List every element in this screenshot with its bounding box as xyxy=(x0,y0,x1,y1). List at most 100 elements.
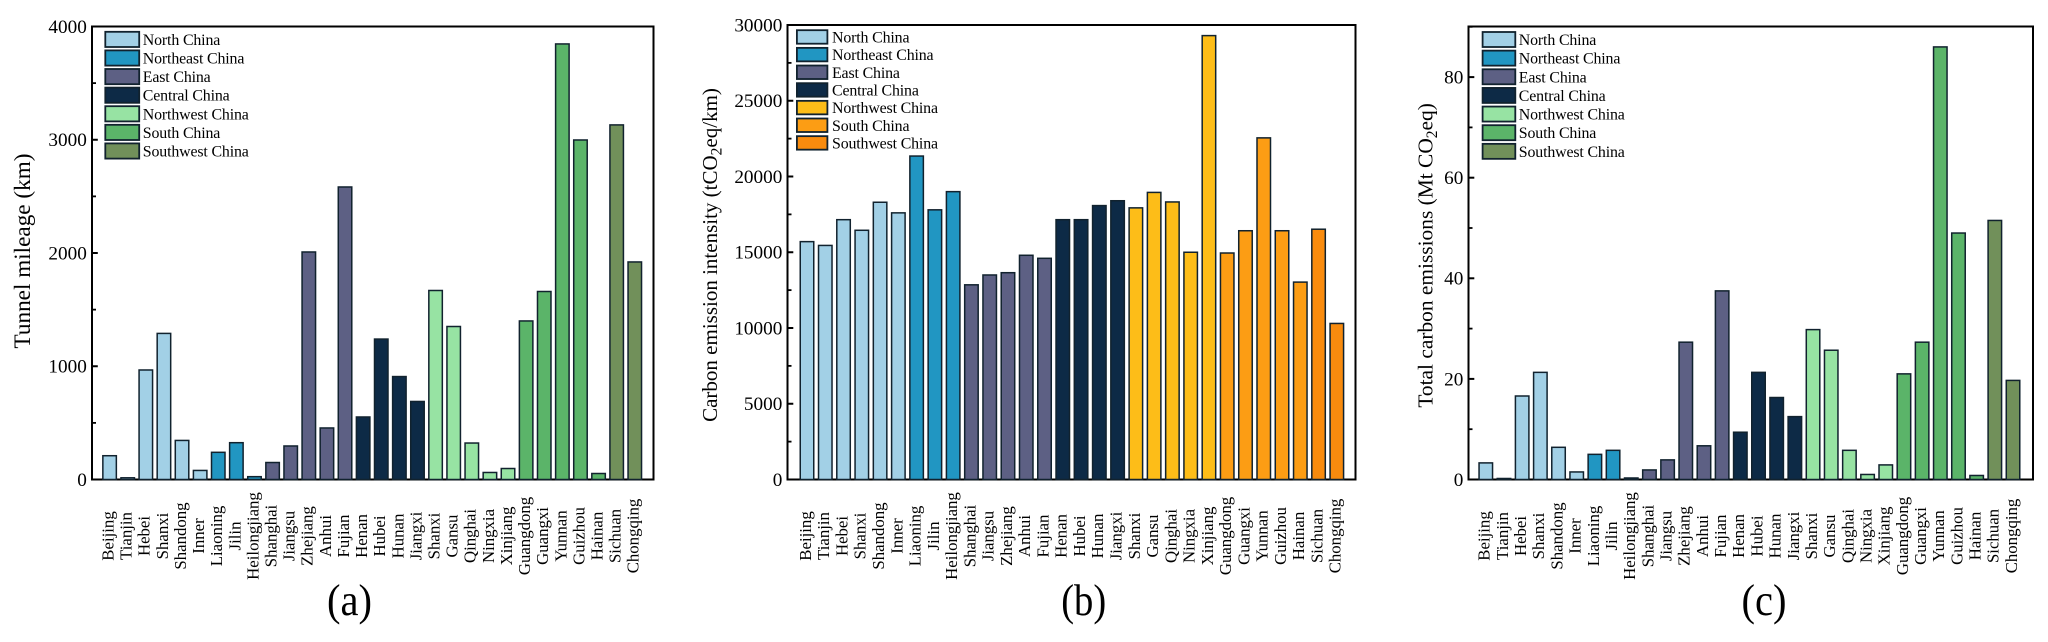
svg-text:Heilongjiang: Heilongjiang xyxy=(942,492,961,580)
svg-text:Henan: Henan xyxy=(1729,513,1748,557)
svg-text:Shanghai: Shanghai xyxy=(261,504,280,567)
svg-text:Hainan: Hainan xyxy=(587,511,606,560)
svg-text:North China: North China xyxy=(832,29,909,46)
svg-text:Liaoning: Liaoning xyxy=(906,505,925,566)
svg-text:4000: 4000 xyxy=(48,17,86,38)
svg-text:Qinghai: Qinghai xyxy=(461,509,480,563)
svg-text:Hunan: Hunan xyxy=(388,513,407,558)
svg-text:Ningxia: Ningxia xyxy=(479,508,498,563)
svg-text:3000: 3000 xyxy=(48,130,86,151)
svg-text:Shandong: Shandong xyxy=(171,502,190,570)
svg-text:30000: 30000 xyxy=(734,15,782,36)
svg-text:Central China: Central China xyxy=(143,88,230,105)
svg-text:Chongqing: Chongqing xyxy=(2002,498,2021,573)
svg-text:Jiangxi: Jiangxi xyxy=(1784,511,1803,560)
svg-text:Gansu: Gansu xyxy=(1143,514,1162,557)
svg-text:Yunnan: Yunnan xyxy=(551,510,570,562)
svg-text:Northwest China: Northwest China xyxy=(1519,107,1625,124)
svg-text:Jilin: Jilin xyxy=(924,521,943,551)
svg-text:South China: South China xyxy=(143,125,220,142)
svg-text:Total carbon emissions (Mt CO2: Total carbon emissions (Mt CO2eq) xyxy=(1414,103,1442,408)
svg-text:Jilin: Jilin xyxy=(1602,521,1621,551)
svg-text:Jiangsu: Jiangsu xyxy=(979,510,998,561)
svg-text:Beijing: Beijing xyxy=(99,511,118,561)
svg-text:25000: 25000 xyxy=(734,91,782,112)
svg-text:Northeast China: Northeast China xyxy=(143,51,245,68)
svg-text:Guangdong: Guangdong xyxy=(515,496,534,575)
svg-text:Henan: Henan xyxy=(352,513,371,557)
svg-text:Liaoning: Liaoning xyxy=(207,505,226,566)
svg-text:Shanxi: Shanxi xyxy=(153,512,172,559)
svg-text:(b): (b) xyxy=(1061,576,1106,625)
svg-text:Anhui: Anhui xyxy=(316,515,335,557)
svg-text:0: 0 xyxy=(77,470,87,491)
svg-text:1000: 1000 xyxy=(48,357,86,378)
svg-text:Shanxi: Shanxi xyxy=(1802,512,1821,559)
svg-text:Qinghai: Qinghai xyxy=(1161,509,1180,563)
svg-text:Beijing: Beijing xyxy=(796,511,815,561)
svg-text:Xinjiang: Xinjiang xyxy=(1198,506,1217,565)
svg-text:5000: 5000 xyxy=(744,394,782,415)
svg-text:North China: North China xyxy=(143,32,220,49)
svg-text:Liaoning: Liaoning xyxy=(1584,505,1603,566)
svg-text:Guangxi: Guangxi xyxy=(533,507,552,565)
svg-text:Anhui: Anhui xyxy=(1015,515,1034,557)
svg-text:North China: North China xyxy=(1519,32,1596,49)
svg-text:South China: South China xyxy=(1519,125,1596,142)
svg-text:Inner: Inner xyxy=(1566,518,1585,554)
svg-text:0: 0 xyxy=(773,470,783,491)
svg-text:60: 60 xyxy=(1444,168,1463,189)
svg-text:Xinjiang: Xinjiang xyxy=(497,506,516,565)
svg-text:Shanghai: Shanghai xyxy=(960,504,979,567)
svg-text:Carbon emission intensity (tCO: Carbon emission intensity (tCO2eq/km) xyxy=(698,88,726,422)
svg-text:Hubei: Hubei xyxy=(1747,515,1766,556)
svg-text:Anhui: Anhui xyxy=(1693,515,1712,557)
svg-text:Hunan: Hunan xyxy=(1766,513,1785,558)
svg-text:Jiangsu: Jiangsu xyxy=(280,510,299,561)
svg-text:Shandong: Shandong xyxy=(869,502,888,570)
svg-text:Central China: Central China xyxy=(832,82,919,99)
svg-text:Southwest China: Southwest China xyxy=(143,144,249,161)
svg-text:80: 80 xyxy=(1444,68,1463,89)
svg-text:Shanxi: Shanxi xyxy=(424,512,443,559)
svg-text:Xinjiang: Xinjiang xyxy=(1875,506,1894,565)
svg-text:20000: 20000 xyxy=(734,167,782,188)
svg-text:East China: East China xyxy=(832,65,900,82)
svg-text:10000: 10000 xyxy=(734,318,782,339)
svg-text:South China: South China xyxy=(832,118,909,135)
svg-text:15000: 15000 xyxy=(734,243,782,264)
svg-text:Gansu: Gansu xyxy=(443,514,462,557)
svg-text:(c): (c) xyxy=(1742,576,1787,625)
svg-text:Tianjin: Tianjin xyxy=(814,511,833,559)
svg-text:Ningxia: Ningxia xyxy=(1856,508,1875,563)
svg-text:Inner: Inner xyxy=(887,518,906,554)
svg-text:Sichuan: Sichuan xyxy=(1984,508,2003,563)
svg-text:Tunnel mileage (km): Tunnel mileage (km) xyxy=(10,154,36,349)
svg-text:Zhejiang: Zhejiang xyxy=(1675,506,1694,566)
svg-text:Ningxia: Ningxia xyxy=(1180,508,1199,563)
svg-text:East China: East China xyxy=(1519,69,1587,86)
svg-text:Guangdong: Guangdong xyxy=(1893,496,1912,575)
svg-text:Tianjin: Tianjin xyxy=(117,511,136,559)
svg-text:Tianjin: Tianjin xyxy=(1493,511,1512,559)
svg-text:Heilongjiang: Heilongjiang xyxy=(1620,492,1639,580)
svg-text:Guizhou: Guizhou xyxy=(569,506,588,564)
svg-text:Guizhou: Guizhou xyxy=(1947,506,1966,564)
svg-text:Fujian: Fujian xyxy=(334,514,353,557)
svg-text:Guangdong: Guangdong xyxy=(1216,496,1235,575)
svg-text:(a): (a) xyxy=(327,576,372,625)
svg-text:Yunnan: Yunnan xyxy=(1929,510,1948,562)
svg-text:Hebei: Hebei xyxy=(135,516,154,556)
svg-text:Hunan: Hunan xyxy=(1088,513,1107,558)
svg-text:Jiangxi: Jiangxi xyxy=(406,511,425,560)
svg-text:Shanxi: Shanxi xyxy=(851,512,870,559)
svg-text:Hebei: Hebei xyxy=(1511,516,1530,556)
svg-text:Hubei: Hubei xyxy=(1070,515,1089,556)
svg-text:Qinghai: Qinghai xyxy=(1838,509,1857,563)
svg-text:Fujian: Fujian xyxy=(1711,514,1730,557)
svg-text:Henan: Henan xyxy=(1052,513,1071,557)
svg-text:Beijing: Beijing xyxy=(1475,511,1494,561)
svg-text:Gansu: Gansu xyxy=(1820,514,1839,557)
svg-text:Sichuan: Sichuan xyxy=(606,508,625,563)
svg-text:Chongqing: Chongqing xyxy=(1326,498,1345,573)
